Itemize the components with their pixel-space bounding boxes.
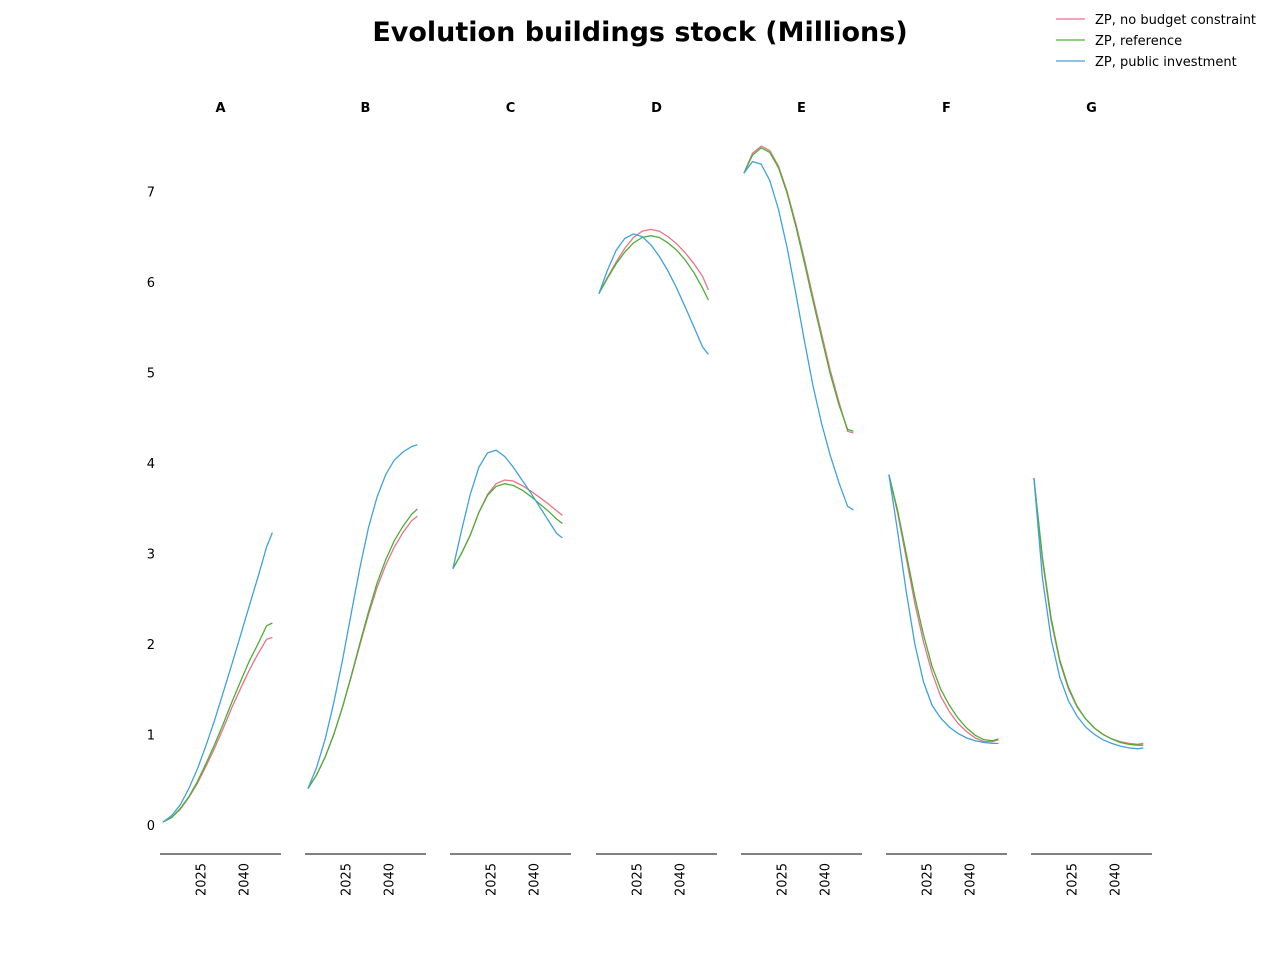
series-line-3 (1033, 478, 1144, 750)
chart-title: Evolution buildings stock (Millions) (372, 17, 907, 48)
x-tick-label: 2040 (964, 863, 979, 896)
x-tick-label: 2025 (775, 863, 790, 896)
panels: A 2025 2040 B 2025 2040 C 2025 2040 D 2025 2040 E 202… (160, 101, 1152, 896)
series-line-2 (743, 147, 854, 432)
series-line-2 (452, 483, 563, 570)
legend-label: ZP, reference (1095, 34, 1182, 49)
series-line-2 (888, 474, 999, 742)
series-line-2 (307, 508, 418, 789)
x-tick-label: 2025 (339, 863, 354, 896)
legend: ZP, no budget constraint ZP, reference ZP,… (1056, 13, 1256, 70)
x-tick-label: 2040 (528, 863, 543, 896)
series-line-3 (452, 449, 563, 569)
series-line-2 (162, 622, 273, 823)
series-line-3 (307, 444, 418, 789)
panel-d: D 2025 2040 (596, 101, 717, 896)
x-tick-label: 2040 (383, 863, 398, 896)
series-line-3 (162, 532, 274, 823)
series-line-1 (598, 228, 709, 294)
x-tick-label: 2040 (1109, 863, 1124, 896)
series-line-1 (888, 474, 999, 743)
series-line-1 (162, 636, 273, 823)
panel-title: A (215, 101, 225, 116)
legend-label: ZP, public investment (1095, 55, 1237, 70)
x-tick-label: 2025 (920, 863, 935, 896)
panel-title: F (942, 101, 951, 116)
panel-title: E (797, 101, 806, 116)
panel-title: B (361, 101, 371, 116)
y-tick-label: 7 (147, 185, 155, 200)
y-tick-label: 4 (147, 457, 155, 472)
panel-title: D (651, 101, 662, 116)
series-line-3 (598, 233, 709, 355)
x-tick-label: 2040 (238, 863, 253, 896)
legend-label: ZP, no budget constraint (1095, 13, 1256, 28)
x-tick-label: 2025 (1065, 863, 1080, 896)
x-tick-label: 2040 (819, 863, 834, 896)
panel-g: G 2025 2040 (1031, 101, 1152, 896)
panel-f: F 2025 2040 (886, 101, 1007, 896)
y-tick-label: 2 (147, 638, 155, 653)
panel-title: C (506, 101, 516, 116)
panel-title: G (1086, 101, 1097, 116)
x-tick-label: 2025 (194, 863, 209, 896)
y-tick-label: 5 (147, 366, 155, 381)
series-line-2 (1033, 478, 1144, 746)
y-tick-label: 6 (147, 276, 155, 291)
y-tick-label: 1 (147, 728, 155, 743)
series-line-1 (743, 145, 854, 434)
y-tick-label: 0 (147, 819, 155, 834)
panel-e: E 2025 2040 (741, 101, 862, 896)
x-tick-label: 2040 (674, 863, 689, 896)
x-tick-label: 2025 (484, 863, 499, 896)
series-line-1 (452, 479, 563, 570)
y-tick-label: 3 (147, 547, 155, 562)
y-axis: 0 1 2 3 4 5 6 7 (147, 185, 155, 834)
series-line-3 (743, 160, 854, 511)
panel-c: C 2025 2040 (450, 101, 571, 896)
x-tick-label: 2025 (630, 863, 645, 896)
panel-b: B 2025 2040 (305, 101, 426, 896)
series-line-2 (598, 235, 709, 301)
panel-a: A 2025 2040 (160, 101, 281, 896)
series-line-3 (888, 474, 999, 745)
